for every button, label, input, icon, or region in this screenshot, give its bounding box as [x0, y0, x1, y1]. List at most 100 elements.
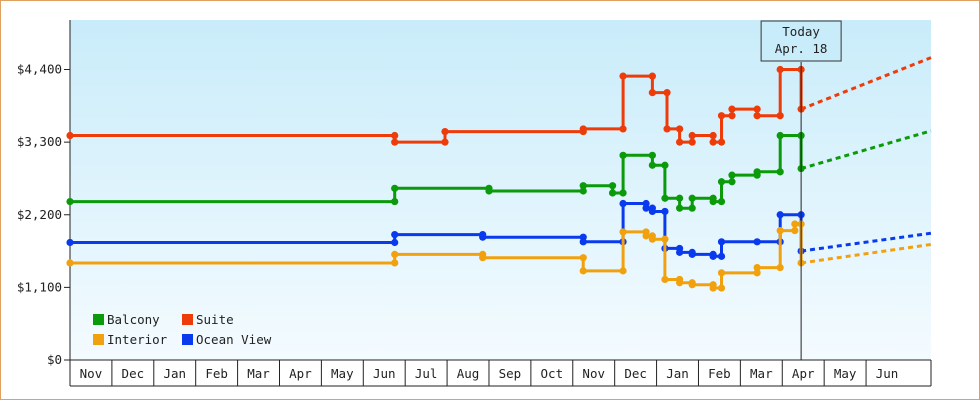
data-point-balcony	[608, 189, 617, 197]
data-point-interior	[479, 254, 487, 262]
month-label: Mar	[750, 366, 773, 381]
month-label: Sep	[499, 366, 522, 381]
data-point-balcony	[66, 197, 74, 206]
month-label: Aug	[457, 366, 480, 381]
month-label: Jan	[163, 366, 186, 381]
data-point-balcony	[391, 184, 399, 192]
month-label: Dec	[122, 366, 145, 381]
month-label: Nov	[582, 366, 605, 381]
month-label: Mar	[247, 366, 270, 381]
data-point-ocean-view	[709, 252, 717, 260]
data-point-balcony	[661, 161, 669, 169]
data-point-interior	[579, 267, 587, 275]
legend-label-ocean-view: Ocean View	[196, 332, 272, 347]
data-point-suite	[709, 138, 717, 146]
data-point-interior	[688, 281, 696, 289]
data-point-interior	[791, 227, 799, 235]
data-point-balcony	[753, 168, 761, 176]
data-point-balcony	[776, 168, 784, 176]
data-point-ocean-view	[661, 207, 669, 216]
month-label: May	[834, 366, 857, 381]
data-point-interior	[753, 263, 761, 272]
month-label: Nov	[80, 366, 103, 381]
legend-swatch-suite	[182, 314, 193, 325]
data-point-balcony	[391, 197, 399, 206]
data-point-ocean-view	[776, 211, 784, 219]
projection-line-interior	[800, 242, 932, 265]
data-point-interior	[66, 259, 74, 267]
data-point-ocean-view	[688, 250, 696, 258]
month-label: May	[331, 366, 354, 381]
data-point-suite	[648, 89, 656, 97]
data-point-interior	[579, 254, 587, 262]
data-point-balcony	[648, 161, 656, 169]
data-point-balcony	[717, 178, 726, 186]
month-label: Dec	[624, 366, 647, 381]
series-line-ocean-view	[70, 202, 803, 258]
data-point-suite	[688, 131, 696, 140]
data-point-interior	[661, 275, 669, 284]
data-point-ocean-view	[66, 238, 74, 247]
data-point-interior	[391, 250, 399, 258]
data-point-suite	[776, 65, 784, 74]
data-point-ocean-view	[391, 230, 399, 239]
data-point-suite	[579, 125, 587, 133]
data-point-balcony	[676, 194, 684, 202]
data-point-suite	[441, 138, 449, 146]
data-point-interior	[791, 220, 799, 228]
data-point-ocean-view	[676, 248, 684, 256]
y-tick-label: $1,100	[17, 279, 62, 294]
data-point-interior	[661, 235, 669, 243]
data-point-balcony	[676, 204, 684, 212]
data-point-interior	[776, 227, 784, 235]
data-point-ocean-view	[648, 207, 656, 216]
data-point-balcony	[776, 131, 784, 140]
data-point-ocean-view	[619, 199, 627, 208]
data-point-ocean-view	[717, 252, 726, 260]
data-point-ocean-view	[479, 233, 487, 241]
data-point-suite	[728, 112, 736, 120]
data-point-suite	[441, 127, 449, 136]
data-point-balcony	[619, 189, 627, 197]
month-label: Jul	[415, 366, 438, 381]
data-point-ocean-view	[391, 238, 399, 247]
month-label: Oct	[541, 366, 564, 381]
month-label: Feb	[708, 366, 731, 381]
data-point-ocean-view	[717, 238, 726, 246]
month-label: Jun	[876, 366, 899, 381]
y-tick-label: $0	[47, 352, 62, 367]
data-point-interior	[776, 263, 784, 272]
legend-swatch-balcony	[93, 314, 104, 325]
data-point-ocean-view	[642, 204, 650, 212]
data-point-suite	[663, 89, 671, 97]
month-label: Apr	[289, 366, 312, 381]
data-point-balcony	[579, 187, 587, 195]
data-point-interior	[709, 284, 717, 292]
today-label: Today	[782, 24, 820, 39]
data-point-balcony	[717, 197, 726, 206]
data-point-suite	[776, 112, 784, 120]
data-point-interior	[619, 267, 627, 275]
data-point-balcony	[688, 194, 696, 202]
data-point-suite	[753, 112, 761, 120]
data-point-suite	[66, 131, 74, 140]
y-tick-label: $2,200	[17, 207, 62, 222]
data-point-balcony	[709, 197, 717, 206]
data-point-suite	[717, 138, 726, 146]
data-point-balcony	[579, 182, 587, 190]
projection-line-ocean-view	[800, 231, 932, 253]
data-point-suite	[648, 72, 656, 80]
y-tick-label: $3,300	[17, 134, 62, 149]
data-point-interior	[619, 228, 627, 236]
data-point-suite	[391, 138, 399, 146]
data-point-interior	[717, 284, 726, 292]
data-point-interior	[642, 232, 650, 240]
data-point-interior	[648, 235, 656, 243]
today-box	[760, 20, 842, 62]
data-point-suite	[663, 125, 671, 133]
data-point-suite	[688, 138, 696, 146]
data-point-suite	[676, 125, 684, 133]
data-point-suite	[717, 112, 726, 120]
today-date: Apr. 18	[775, 41, 828, 56]
